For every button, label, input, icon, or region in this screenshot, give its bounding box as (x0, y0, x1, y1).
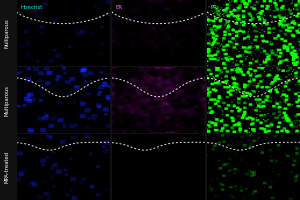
Text: Nulliparous: Nulliparous (5, 18, 10, 48)
Text: PR: PR (211, 5, 218, 10)
Text: MPA-treated: MPA-treated (5, 151, 10, 183)
Text: Multiparous: Multiparous (5, 84, 10, 116)
Text: Hoechst: Hoechst (20, 5, 43, 10)
Text: ER: ER (116, 5, 123, 10)
